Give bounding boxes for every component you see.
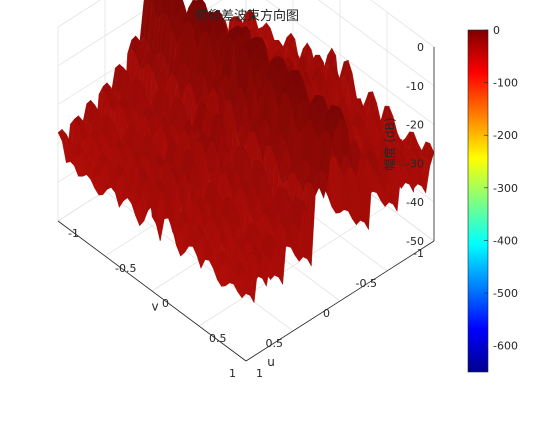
v-tick-label: -1: [68, 227, 79, 240]
z-tick-label: 0: [417, 41, 424, 54]
u-tick-label: -0.5: [356, 277, 377, 290]
z-tick-label: -10: [406, 80, 424, 93]
v-tick-label: 0: [162, 297, 169, 310]
chart-title: 俯仰差波束方向图: [195, 8, 299, 24]
u-axis-label: u: [267, 355, 275, 369]
u-tick-label: 0: [323, 307, 330, 320]
u-tick-label: -1: [413, 247, 424, 260]
u-tick-label: 1: [229, 367, 236, 380]
z-axis-label: 幅度 (dB): [382, 117, 397, 170]
colorbar-tick-label: -100: [493, 77, 518, 90]
v-tick-label: 0.5: [209, 332, 227, 345]
z-tick-label: -20: [406, 119, 424, 132]
colorbar-tick-label: -400: [493, 235, 518, 248]
v-tick-label: -0.5: [115, 262, 136, 275]
colorbar-tick-label: -200: [493, 129, 518, 142]
z-tick-label: -30: [406, 157, 424, 170]
v-axis-label: v: [152, 300, 159, 314]
z-tick-label: -40: [406, 196, 424, 209]
colorbar-tick-label: -600: [493, 340, 518, 353]
colorbar-tick-label: -300: [493, 182, 518, 195]
u-tick-label: 0.5: [266, 337, 284, 350]
v-tick-label: 1: [256, 367, 263, 380]
colorbar-tick-label: 0: [493, 24, 500, 37]
surface-plot: [58, 0, 434, 303]
colorbar: 0 -100 -200 -300 -400 -500 -600: [468, 24, 518, 372]
colorbar-gradient: [468, 30, 488, 372]
colorbar-tick-label: -500: [493, 287, 518, 300]
